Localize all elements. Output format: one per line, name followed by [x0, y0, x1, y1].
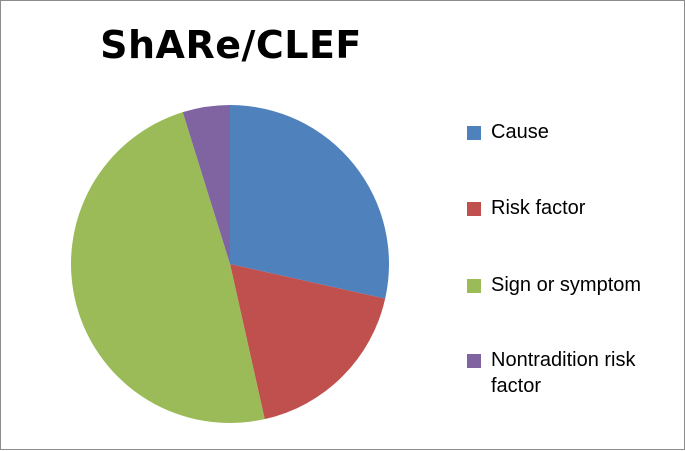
- legend-swatch-sign-or-symptom: [467, 279, 481, 293]
- legend-label-risk-factor: Risk factor: [491, 197, 586, 219]
- pie-slice-nontradition-risk-factor: [182, 105, 230, 264]
- chart-title: ShARe/CLEF: [100, 23, 362, 67]
- pie-slice-sign-or-symptom: [70, 112, 265, 424]
- pie-slice-risk-factor: [230, 264, 386, 420]
- legend-label-sign-or-symptom: Sign or symptom: [491, 274, 642, 296]
- legend-label-nontradition-risk-factor: Nontradition risk factor: [491, 349, 636, 397]
- pie-slice-cause: [230, 105, 389, 299]
- legend-swatch-cause: [467, 126, 481, 140]
- pie-slices: [70, 105, 389, 424]
- legend-swatch-nontradition-risk-factor: [467, 354, 481, 368]
- legend-label-cause: Cause: [491, 121, 549, 143]
- legend-swatch-risk-factor: [467, 202, 481, 216]
